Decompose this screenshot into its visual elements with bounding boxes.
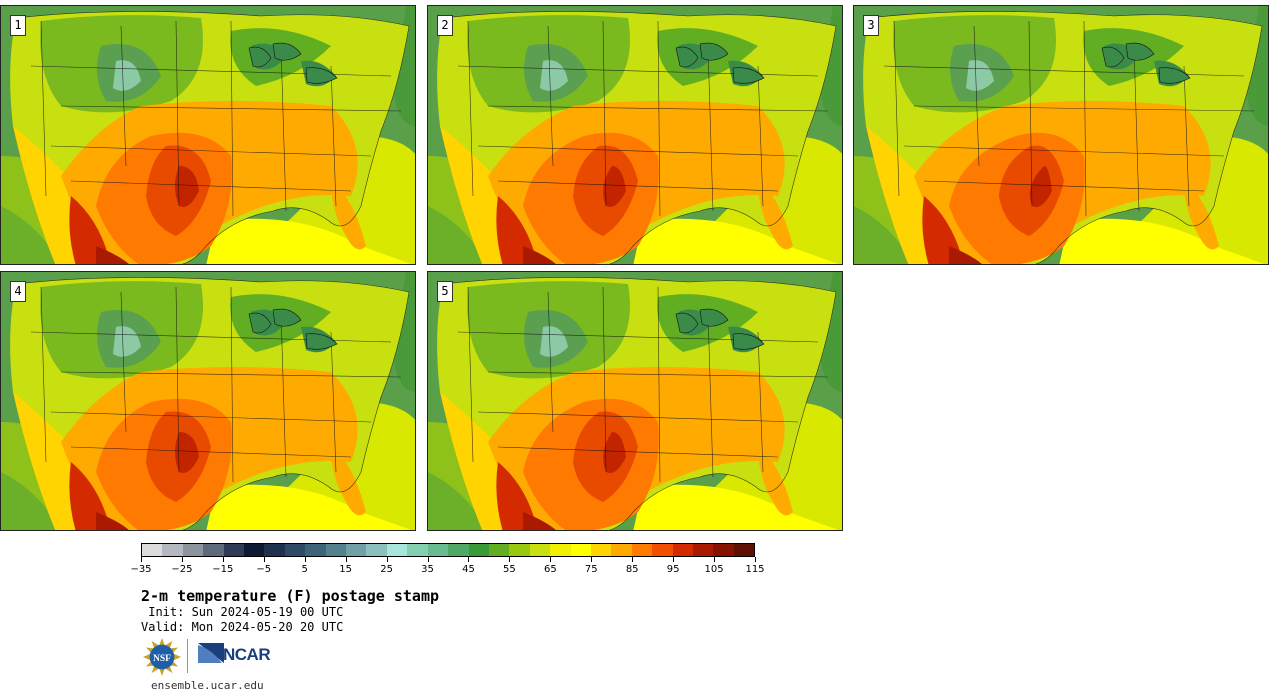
panel-number-label: 4	[10, 281, 26, 302]
colorbar-swatch	[142, 544, 163, 556]
colorbar-swatch	[468, 544, 489, 556]
colorbar-tick-label: 75	[584, 564, 598, 575]
colorbar-tick-label: 35	[421, 564, 434, 575]
panel-4: 4	[0, 271, 416, 531]
init-time: Init: Sun 2024-05-19 00 UTC	[141, 605, 344, 619]
colorbar-swatch	[692, 544, 714, 556]
colorbar-swatch	[284, 544, 306, 556]
colorbar-tick-mark	[222, 557, 224, 562]
colorbar-tick-label: 5	[301, 564, 308, 575]
colorbar-swatch	[611, 544, 632, 556]
colorbar-tick-label: 45	[462, 564, 475, 575]
colorbar-tick-label: −35	[130, 564, 152, 575]
colorbar-tick-label: 105	[704, 564, 724, 575]
colorbar-swatch	[509, 544, 530, 556]
site-url: ensemble.ucar.edu	[151, 679, 264, 692]
logo-divider	[187, 639, 188, 673]
colorbar-tick-mark	[345, 557, 347, 562]
colorbar-swatch	[529, 544, 551, 556]
colorbar-swatch	[713, 544, 734, 556]
colorbar-swatch	[223, 544, 245, 556]
valid-time: Valid: Mon 2024-05-20 20 UTC	[141, 620, 344, 634]
colorbar-tick-mark	[550, 557, 552, 562]
colorbar-tick-mark	[304, 557, 306, 562]
logos: NSF NCAR	[143, 637, 283, 677]
colorbar-tick-mark	[673, 557, 675, 562]
colorbar-tick-mark	[755, 557, 756, 562]
colorbar-swatch	[346, 544, 367, 556]
ncar-mark-icon	[198, 643, 224, 663]
colorbar-tick-label: 25	[380, 564, 393, 575]
nsf-logo-icon: NSF	[143, 638, 181, 676]
colorbar-swatch	[325, 544, 347, 556]
colorbar-tick-label: −25	[171, 564, 193, 575]
colorbar-swatch	[386, 544, 408, 556]
colorbar-ticks: −35 −25 −15 −5 5 15 25 35 45 55 65 75 85 95 105 115	[130, 557, 765, 579]
colorbar-tick-label: 95	[666, 564, 680, 575]
colorbar-tick-label: 85	[625, 564, 639, 575]
colorbar-swatch	[203, 544, 224, 556]
colorbar-tick-mark	[468, 557, 470, 562]
colorbar-tick-mark	[263, 557, 265, 562]
colorbar-tick-label: 15	[339, 564, 353, 575]
colorbar-swatch	[244, 544, 265, 556]
colorbar-swatch	[366, 544, 387, 556]
temperature-map	[1, 272, 415, 530]
figure-title: 2-m temperature (F) postage stamp	[141, 587, 440, 605]
colorbar-swatch	[733, 544, 755, 556]
colorbar-swatch	[590, 544, 612, 556]
colorbar-swatch	[407, 544, 428, 556]
panel-2: 2	[427, 5, 843, 265]
colorbar-tick-mark	[181, 557, 183, 562]
colorbar-swatch	[162, 544, 183, 556]
colorbar-tick-mark	[386, 557, 388, 562]
colorbar-swatch	[427, 544, 449, 556]
colorbar-swatch	[264, 544, 285, 556]
panel-5: 5	[427, 271, 843, 531]
colorbar-swatch	[672, 544, 693, 556]
panel-3: 3	[853, 5, 1269, 265]
colorbar-tick-mark	[141, 557, 142, 562]
colorbar-tick-mark	[632, 557, 634, 562]
colorbar-swatch	[182, 544, 204, 556]
colorbar-swatch	[570, 544, 591, 556]
colorbar-swatch	[550, 544, 571, 556]
panel-number-label: 2	[437, 15, 453, 36]
colorbar-tick-label: −5	[256, 564, 272, 575]
temperature-map	[428, 272, 842, 530]
panel-1: 1	[0, 5, 416, 265]
temperature-map	[854, 6, 1268, 264]
colorbar-tick-mark	[591, 557, 593, 562]
colorbar-tick-label: 65	[543, 564, 557, 575]
colorbar-tick-label: −15	[212, 564, 234, 575]
temperature-map	[428, 6, 842, 264]
colorbar-tick-label: 115	[745, 564, 765, 575]
colorbar-swatch	[448, 544, 469, 556]
colorbar-tick-mark	[509, 557, 511, 562]
colorbar-swatch	[488, 544, 510, 556]
panel-number-label: 5	[437, 281, 453, 302]
ncar-logo-text: NCAR	[223, 645, 271, 664]
colorbar-swatch	[652, 544, 673, 556]
temperature-colorbar	[141, 543, 755, 557]
colorbar-tick-mark	[714, 557, 716, 562]
panel-number-label: 3	[863, 15, 879, 36]
panel-number-label: 1	[10, 15, 26, 36]
colorbar-swatch	[305, 544, 326, 556]
colorbar-tick-label: 55	[503, 564, 516, 575]
nsf-logo-text: NSF	[153, 654, 171, 664]
temperature-map	[1, 6, 415, 264]
colorbar-swatch	[631, 544, 653, 556]
colorbar-tick-mark	[427, 557, 429, 562]
